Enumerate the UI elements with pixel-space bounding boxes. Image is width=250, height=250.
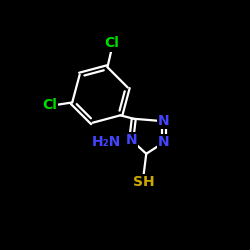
Text: N: N: [158, 114, 170, 128]
Text: Cl: Cl: [104, 36, 119, 51]
Text: H₂N: H₂N: [92, 136, 121, 149]
Text: Cl: Cl: [42, 98, 57, 112]
Text: N: N: [126, 133, 137, 147]
Text: N: N: [158, 136, 170, 149]
Text: SH: SH: [133, 175, 154, 189]
